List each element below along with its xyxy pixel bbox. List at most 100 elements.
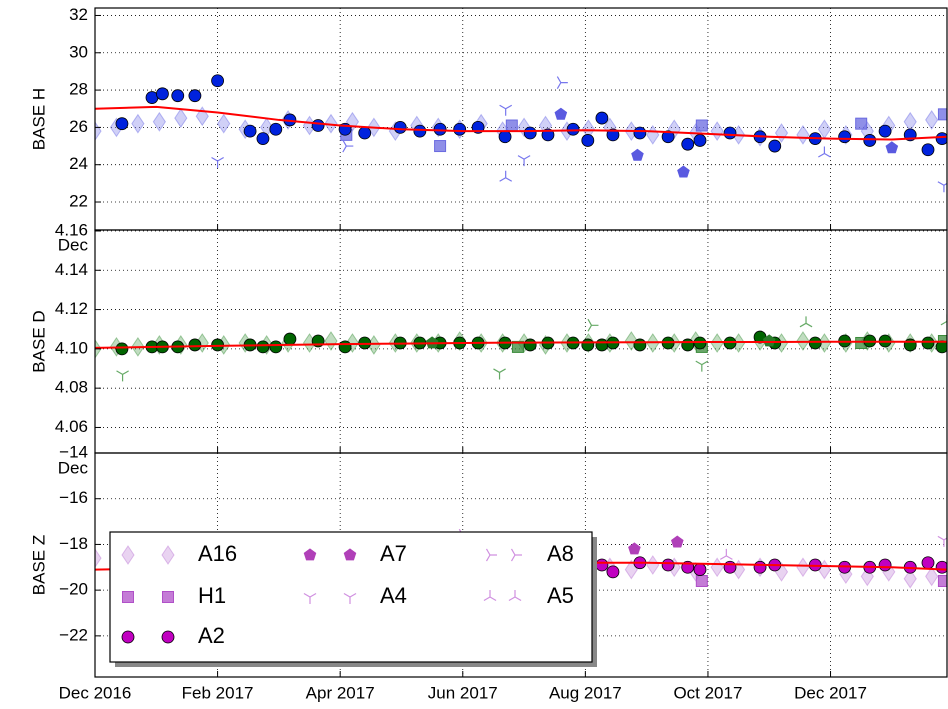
y-tick-label: −14 bbox=[59, 442, 88, 461]
legend-label: A8 bbox=[547, 541, 574, 566]
x-tick-label: Dec 2017 bbox=[794, 683, 867, 702]
point bbox=[324, 113, 338, 134]
point bbox=[345, 111, 360, 132]
point bbox=[863, 134, 877, 147]
point bbox=[453, 122, 467, 136]
fit-line bbox=[95, 105, 947, 141]
point bbox=[940, 314, 947, 326]
point bbox=[517, 155, 531, 167]
y-tick-label: 4.14 bbox=[55, 260, 88, 279]
legend-marker bbox=[303, 548, 317, 561]
point bbox=[723, 126, 737, 140]
point bbox=[523, 126, 537, 140]
point bbox=[554, 107, 568, 120]
point bbox=[493, 368, 506, 380]
point bbox=[921, 336, 935, 350]
point bbox=[768, 139, 782, 153]
legend-label: A5 bbox=[547, 583, 574, 608]
y-tick-label: −20 bbox=[59, 580, 88, 599]
point bbox=[723, 560, 737, 574]
point bbox=[595, 338, 609, 352]
point bbox=[131, 113, 145, 134]
legend-label: A16 bbox=[198, 541, 237, 566]
y-tick-label: 22 bbox=[69, 192, 88, 211]
x-tick-label: Aug 2017 bbox=[549, 683, 622, 702]
point bbox=[719, 548, 733, 560]
point bbox=[774, 123, 789, 143]
point bbox=[188, 89, 202, 103]
point bbox=[505, 119, 518, 132]
point bbox=[633, 338, 647, 352]
y-tick-label: 28 bbox=[69, 80, 88, 99]
legend-marker bbox=[485, 548, 497, 562]
point bbox=[695, 360, 709, 372]
point bbox=[217, 113, 231, 134]
point bbox=[115, 117, 129, 131]
point bbox=[115, 342, 129, 356]
point bbox=[358, 126, 372, 140]
point bbox=[710, 557, 724, 578]
point bbox=[935, 560, 947, 574]
y-axis-label: BASE Z bbox=[29, 535, 48, 595]
legend-label: A2 bbox=[198, 623, 225, 648]
point bbox=[925, 566, 939, 587]
legend-marker bbox=[121, 630, 135, 644]
point bbox=[937, 108, 947, 121]
point bbox=[808, 336, 822, 350]
point bbox=[269, 340, 283, 354]
point bbox=[681, 338, 695, 352]
point bbox=[937, 575, 947, 587]
point bbox=[796, 557, 810, 578]
point bbox=[188, 338, 202, 352]
point bbox=[903, 111, 917, 132]
y-tick-label: 24 bbox=[69, 154, 88, 173]
point bbox=[498, 130, 512, 144]
point bbox=[171, 89, 185, 103]
point bbox=[156, 87, 169, 101]
point bbox=[95, 548, 102, 569]
point bbox=[628, 542, 641, 555]
legend-marker bbox=[121, 545, 135, 565]
point bbox=[753, 560, 767, 574]
point bbox=[671, 535, 684, 548]
point bbox=[283, 332, 297, 346]
point bbox=[393, 120, 407, 134]
fit-line bbox=[95, 340, 947, 349]
point bbox=[796, 124, 810, 145]
point bbox=[646, 124, 660, 145]
x-tick-label: Oct 2017 bbox=[673, 683, 742, 702]
legend-label: A7 bbox=[380, 541, 407, 566]
x-tick-label: Apr 2017 bbox=[306, 683, 375, 702]
point bbox=[695, 119, 708, 132]
point bbox=[269, 122, 283, 136]
point bbox=[413, 124, 427, 138]
x-tick-label: Feb 2017 bbox=[182, 683, 254, 702]
point bbox=[878, 124, 892, 138]
corner-label: Dec bbox=[58, 458, 89, 477]
point bbox=[595, 558, 609, 572]
x-tick-label: Dec 2016 bbox=[59, 683, 132, 702]
point bbox=[324, 331, 338, 351]
point bbox=[433, 122, 447, 136]
axes-frame bbox=[94, 452, 948, 678]
y-tick-label: 4.16 bbox=[55, 220, 88, 239]
point bbox=[311, 119, 325, 132]
legend-marker bbox=[303, 592, 317, 604]
point bbox=[587, 318, 599, 332]
point bbox=[838, 130, 852, 144]
plot-area bbox=[95, 230, 947, 453]
point bbox=[342, 139, 354, 153]
point bbox=[921, 143, 935, 157]
legend-marker bbox=[161, 545, 175, 565]
point bbox=[174, 108, 188, 128]
point bbox=[799, 316, 813, 328]
legend-label: A4 bbox=[380, 583, 407, 608]
point bbox=[762, 334, 776, 347]
point bbox=[693, 134, 707, 147]
point bbox=[903, 568, 917, 589]
point bbox=[935, 132, 947, 145]
y-tick-label: −16 bbox=[59, 488, 88, 507]
point bbox=[855, 117, 868, 130]
point bbox=[885, 141, 899, 154]
corner-label: Dec bbox=[58, 235, 89, 254]
